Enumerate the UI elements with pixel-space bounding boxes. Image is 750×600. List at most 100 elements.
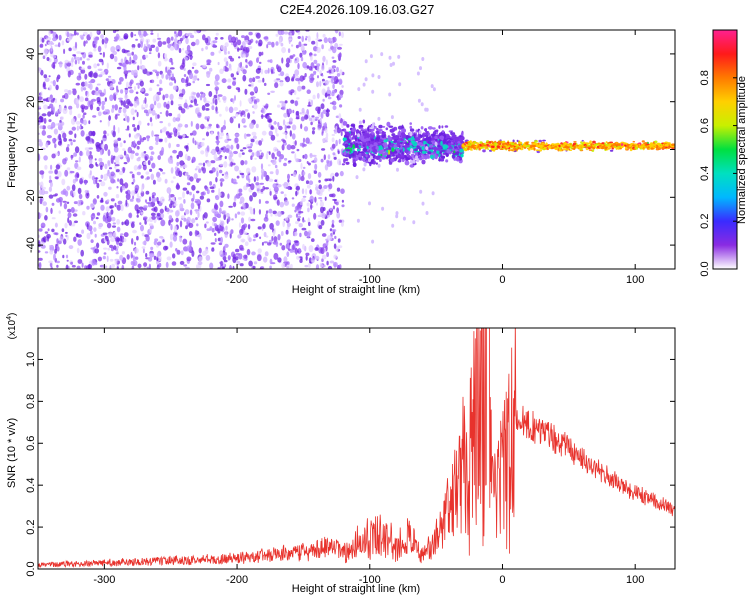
spectrogram-cell [295,190,298,197]
spectrogram-cell [670,146,674,149]
spectrogram-cell [262,223,266,230]
spectrogram-cell [235,248,240,253]
spectrogram-cell [331,223,334,226]
spectrogram-cell [82,114,85,119]
spectrogram-cell [135,152,139,156]
spectrogram-cell [143,216,148,220]
spectrogram-cell [320,103,325,110]
spectrogram-cell [68,220,73,226]
spectrogram-cell [278,38,282,45]
spectrogram-cell [47,111,52,117]
spectrogram-cell [294,100,298,107]
spectrogram-cell [172,205,175,209]
spectrogram-cell [109,94,114,102]
spectrogram-cell [337,46,342,50]
spectrogram-cell [300,123,303,130]
spectrogram-cell [147,160,151,166]
spectrogram-cell [641,140,645,143]
spectrogram-cell [592,147,596,150]
spectrogram-cell [239,100,242,107]
spectrogram-cell [568,149,573,151]
spectrogram-cell [67,70,71,78]
spectrogram-cell [647,146,650,149]
spectrogram-cell [333,129,338,134]
spectrogram-cell [100,165,103,171]
spectrogram-cell [45,35,49,39]
spectrogram-cell [572,142,577,145]
spectrogram-cell [224,174,229,180]
spectrogram-cell [473,147,477,150]
spectrogram-cell [284,193,287,197]
spectrogram-cell [224,42,229,48]
spectrogram-cell [290,89,295,94]
spectrogram-cell [189,132,193,136]
spectrogram-cell [253,99,258,105]
spectrogram-cell [380,52,384,57]
spectrogram-cell [409,142,412,146]
spectrogram-cell [43,104,48,110]
spectrogram-cell [432,87,436,92]
spectrogram-cell [405,135,409,140]
spectrogram-cell [130,31,134,38]
spectrogram-cell [514,142,517,145]
spectrogram-cell [131,265,135,269]
spectrogram-cell [273,146,278,152]
spectrogram-cell [286,222,291,227]
spectrogram-cell [310,203,313,210]
spectrogram-cell [172,127,177,134]
spectrogram-cell [287,179,290,183]
spectrogram-cell [327,235,332,241]
spectrogram-cell [233,116,236,119]
spectrogram-cell [304,114,309,120]
spectrogram-cell [115,194,120,199]
spectrogram-cell [204,186,209,191]
spectrogram-cell [401,154,405,158]
spectrogram-cell [277,122,280,127]
spectrogram-cell [56,76,59,83]
spectrogram-cell [274,213,278,217]
spectrogram-cell [194,200,198,203]
spectrogram-cell [126,115,130,123]
spectrogram-cell [48,260,53,264]
spectrogram-cell [274,179,278,182]
spectrogram-cell [229,232,232,239]
spectrogram-cell [164,205,167,211]
spectrogram-cell [344,143,349,148]
spectrogram-cell [51,202,55,206]
spectrogram-cell [337,158,342,166]
spectrogram-cell [551,143,554,146]
spectrogram-cell [151,215,156,220]
spectrogram-cell [213,153,218,161]
spectrogram-cell [238,56,241,59]
spectrogram-cell [434,135,438,140]
spectrogram-cell [397,137,400,142]
spectrogram-cell [120,58,124,64]
spectrogram-x-tick-label: -300 [93,274,115,286]
spectrogram-cell [331,193,336,198]
spectrogram-cell [607,145,611,147]
spectrogram-cell [242,69,247,75]
spectrogram-cell [107,160,111,165]
spectrogram-cell [475,148,478,151]
spectrogram-cell [199,195,205,200]
spectrogram-cell [607,142,610,144]
spectrogram-cell [77,187,82,195]
spectrogram-cell [149,71,153,75]
spectrogram-cell [63,92,69,100]
spectrogram-cell [179,160,185,166]
spectrogram-cell [312,94,316,100]
spectrogram-cell [182,164,188,169]
spectrogram-cell [275,220,280,226]
spectrogram-cell [263,36,269,40]
spectrogram-cell [302,137,306,143]
spectrogram-cell [76,32,79,36]
spectrogram-cell [158,217,163,220]
spectrogram-cell [350,153,355,157]
spectrogram-cell [228,63,232,70]
spectrogram-cell [276,199,280,206]
spectrogram-cell [132,229,137,234]
spectrogram-cell [204,116,208,120]
spectrogram-x-tick-label: -200 [226,274,248,286]
spectrogram-cell [235,113,239,117]
